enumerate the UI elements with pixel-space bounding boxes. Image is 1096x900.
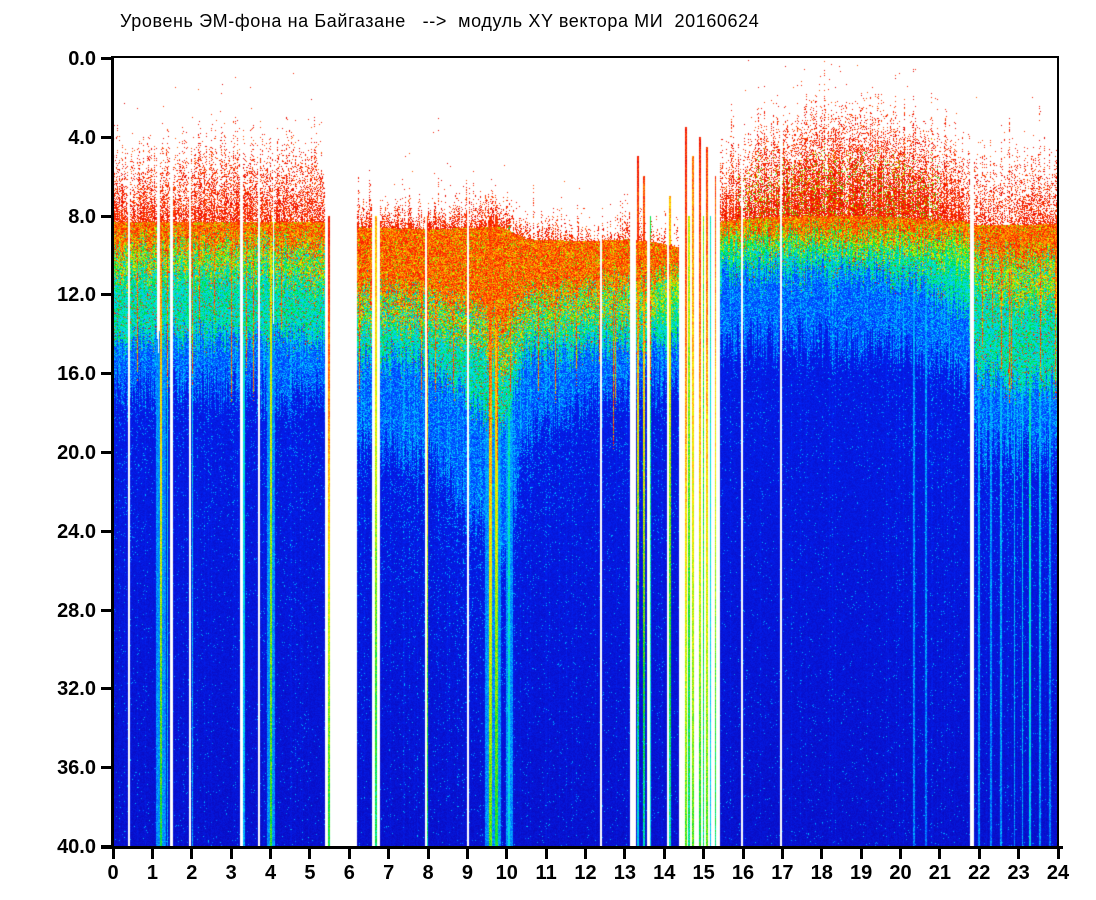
x-axis-label: 18 <box>810 862 833 884</box>
x-tick <box>347 849 351 859</box>
x-axis-label: 17 <box>771 862 794 884</box>
y-axis-label: 4.0 <box>68 126 96 149</box>
y-tick <box>101 529 112 533</box>
x-tick <box>780 849 784 859</box>
y-tick <box>101 845 112 848</box>
x-axis-label: 0 <box>107 862 119 884</box>
x-axis-label: 4 <box>264 862 277 884</box>
x-axis-label: 1 <box>146 862 158 884</box>
y-tick <box>101 687 112 691</box>
x-axis-label: 24 <box>1046 862 1070 884</box>
x-axis-label: 22 <box>968 862 991 884</box>
x-tick <box>1056 849 1060 859</box>
plot-border-right <box>1057 56 1059 847</box>
x-tick <box>662 849 666 859</box>
x-axis-label: 5 <box>304 862 316 884</box>
x-axis-label: 14 <box>653 862 676 884</box>
x-tick <box>741 849 745 859</box>
x-tick <box>544 849 548 859</box>
x-axis-label: 10 <box>495 862 518 884</box>
x-tick <box>702 849 706 859</box>
x-axis-label: 9 <box>461 862 473 884</box>
x-axis-label: 11 <box>535 862 557 884</box>
x-axis-label: 23 <box>1007 862 1030 884</box>
y-axis-label: 32.0 <box>57 678 96 701</box>
plot-border-top <box>111 56 1059 58</box>
x-axis-label: 21 <box>928 862 951 884</box>
y-tick <box>101 451 112 454</box>
x-axis-label: 6 <box>343 862 355 884</box>
x-tick <box>820 849 824 859</box>
y-tick <box>101 57 112 60</box>
y-axis-label: 16.0 <box>57 363 96 386</box>
y-tick <box>101 293 112 297</box>
x-tick <box>584 849 587 859</box>
x-tick <box>150 849 154 859</box>
y-axis-label: 20.0 <box>57 442 96 464</box>
x-tick <box>1017 849 1021 859</box>
x-tick <box>387 849 391 859</box>
y-axis-label: 8.0 <box>68 205 96 228</box>
x-tick <box>623 849 627 859</box>
x-tick <box>899 849 902 859</box>
y-axis-label: 28.0 <box>57 599 96 622</box>
x-axis-label: 15 <box>692 862 715 884</box>
x-tick <box>505 849 509 859</box>
y-axis-label: 36.0 <box>57 757 96 780</box>
x-axis-label: 20 <box>889 862 912 884</box>
x-tick <box>938 849 942 859</box>
x-axis-line <box>101 846 1063 849</box>
x-tick <box>111 849 115 859</box>
y-tick <box>101 214 112 218</box>
x-tick <box>977 849 981 859</box>
y-tick <box>101 608 112 612</box>
spectrogram-heatmap <box>113 58 1058 846</box>
x-axis-label: 7 <box>383 862 395 884</box>
y-axis-line <box>111 56 114 849</box>
x-tick <box>229 849 233 859</box>
x-axis-label: 12 <box>574 862 597 884</box>
y-axis-label: 40.0 <box>57 836 96 858</box>
x-tick <box>269 849 272 859</box>
y-tick <box>101 766 112 770</box>
x-axis-label: 19 <box>850 862 873 884</box>
y-tick <box>101 135 112 139</box>
x-axis-label: 8 <box>422 862 434 884</box>
x-tick <box>465 849 469 859</box>
chart-title: Уровень ЭМ-фона на Байгазане --> модуль … <box>120 11 760 31</box>
y-axis-label: 12.0 <box>57 284 96 307</box>
x-tick <box>426 849 430 859</box>
y-tick <box>101 372 112 376</box>
x-tick <box>308 849 312 859</box>
x-axis-label: 13 <box>613 862 636 884</box>
y-axis-label: 0.0 <box>68 48 96 70</box>
y-axis-label: 24.0 <box>57 520 96 543</box>
x-axis-label: 3 <box>225 862 237 884</box>
x-tick <box>190 849 194 859</box>
x-tick <box>859 849 863 859</box>
x-axis-label: 16 <box>731 862 755 884</box>
x-axis-label: 2 <box>186 862 198 884</box>
